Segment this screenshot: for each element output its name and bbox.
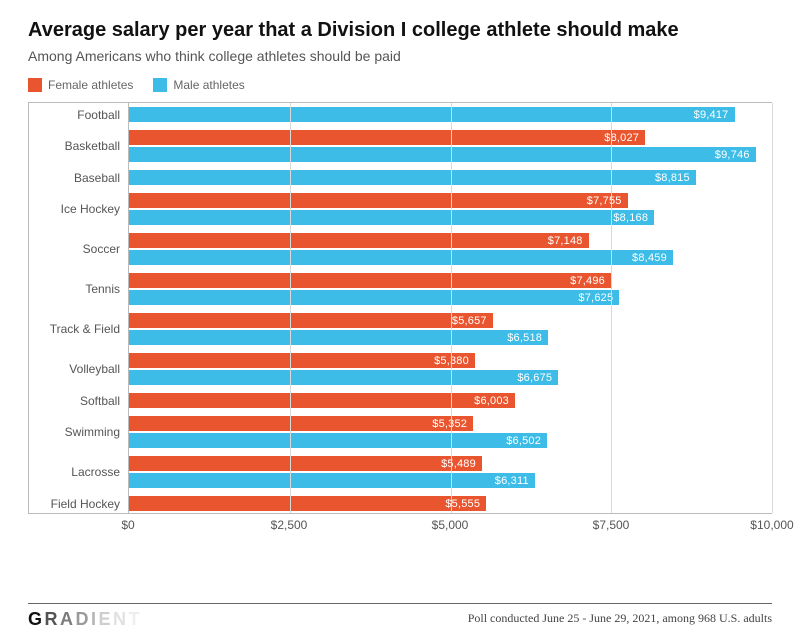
bar-value-label: $6,003 [474, 395, 509, 407]
footer-rule [28, 603, 772, 604]
category-label: Soccer [83, 242, 120, 256]
category-label: Ice Hockey [61, 202, 120, 216]
legend-label-female: Female athletes [48, 78, 133, 92]
chart-subtitle: Among Americans who think college athlet… [28, 48, 772, 64]
bar-value-label: $7,496 [570, 275, 605, 287]
legend-swatch-male [153, 78, 167, 92]
category-label: Volleyball [69, 362, 120, 376]
bar-value-label: $8,815 [655, 172, 690, 184]
bar-female: $8,027 [129, 130, 645, 145]
bar-male: $6,518 [129, 330, 548, 345]
bar-female: $5,352 [129, 416, 473, 431]
bar-male: $6,675 [129, 370, 558, 385]
plot-area: $9,417 $8,027 $9,746 $8,815 $7,755 $8,168 $7,1… [129, 103, 772, 513]
bar-value-label: $8,168 [613, 212, 648, 224]
bar-value-label: $7,755 [587, 195, 622, 207]
bar-value-label: $5,657 [452, 315, 487, 327]
gridline [772, 103, 773, 513]
x-tick-label: $2,500 [271, 518, 308, 532]
footer-note: Poll conducted June 25 - June 29, 2021, … [468, 611, 772, 626]
bar-male: $8,168 [129, 210, 654, 225]
chart-title: Average salary per year that a Division … [28, 18, 772, 42]
bar-male: $9,417 [129, 107, 735, 122]
category-label: Football [77, 108, 120, 122]
bar-female: $5,657 [129, 313, 493, 328]
x-tick-label: $10,000 [750, 518, 793, 532]
bar-female: $5,489 [129, 456, 482, 471]
bar-value-label: $9,417 [694, 109, 729, 121]
chart-area: Football Basketball Baseball Ice Hockey Socc… [28, 102, 772, 514]
bar-male: $8,459 [129, 250, 673, 265]
bar-value-label: $6,675 [517, 372, 552, 384]
x-tick-label: $7,500 [593, 518, 630, 532]
x-tick-label: $0 [121, 518, 134, 532]
bar-male: $6,502 [129, 433, 547, 448]
gridline [290, 103, 291, 513]
bar-female: $6,003 [129, 393, 515, 408]
bar-female: $7,496 [129, 273, 611, 288]
bar-value-label: $6,311 [495, 475, 529, 487]
bar-value-label: $6,518 [507, 332, 542, 344]
bar-value-label: $6,502 [506, 435, 541, 447]
bar-value-label: $7,625 [578, 292, 613, 304]
legend: Female athletes Male athletes [28, 78, 772, 92]
category-label: Swimming [65, 425, 120, 439]
bar-value-label: $5,489 [441, 458, 476, 470]
x-axis: $0$2,500$5,000$7,500$10,000 [128, 514, 772, 536]
bar-value-label: $8,459 [632, 252, 667, 264]
bar-male: $6,311 [129, 473, 535, 488]
category-label: Field Hockey [51, 497, 120, 511]
gridline [451, 103, 452, 513]
bar-male: $7,625 [129, 290, 619, 305]
legend-label-male: Male athletes [173, 78, 244, 92]
bar-female: $7,148 [129, 233, 589, 248]
bar-female: $5,555 [129, 496, 486, 511]
legend-item-female: Female athletes [28, 78, 133, 92]
legend-item-male: Male athletes [153, 78, 244, 92]
category-label: Basketball [65, 139, 120, 153]
category-label: Lacrosse [71, 465, 120, 479]
category-label: Baseball [74, 171, 120, 185]
category-label: Softball [80, 394, 120, 408]
bar-female: $5,380 [129, 353, 475, 368]
bar-female: $7,755 [129, 193, 628, 208]
brand-logo: GRADIENT [28, 609, 142, 630]
legend-swatch-female [28, 78, 42, 92]
bar-value-label: $8,027 [604, 132, 639, 144]
category-label: Tennis [85, 282, 120, 296]
gridline [611, 103, 612, 513]
y-axis-labels: Football Basketball Baseball Ice Hockey Socc… [29, 103, 129, 513]
category-label: Track & Field [50, 322, 120, 336]
bar-value-label: $9,746 [715, 149, 750, 161]
bar-male: $9,746 [129, 147, 756, 162]
x-tick-label: $5,000 [432, 518, 469, 532]
bar-value-label: $7,148 [548, 235, 583, 247]
